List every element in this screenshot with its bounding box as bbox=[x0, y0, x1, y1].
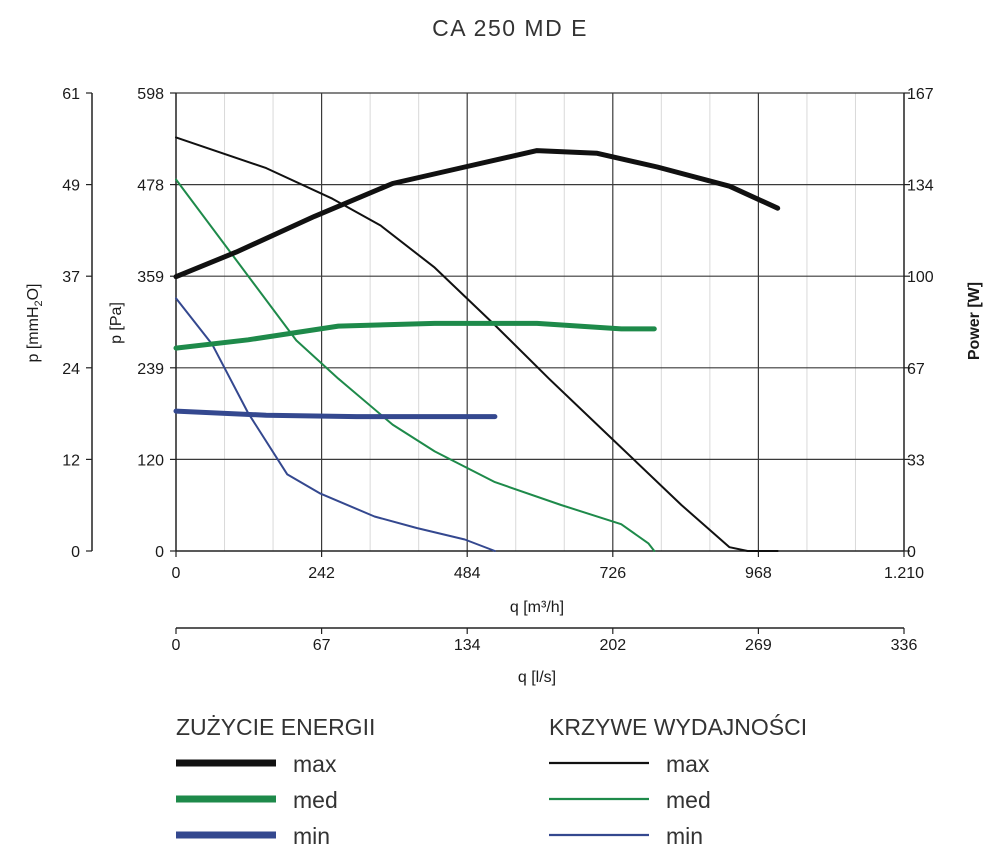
legend-curve-label-med: med bbox=[666, 787, 711, 813]
series-pressure-min bbox=[175, 297, 496, 552]
y-right-tick-label: 67 bbox=[907, 361, 925, 378]
legend-energy-label-max: max bbox=[293, 751, 337, 777]
x-axis-label: q [m³/h] bbox=[510, 599, 564, 616]
y-outer-tick-label: 61 bbox=[62, 86, 80, 103]
legend-curve-label-max: max bbox=[666, 751, 710, 777]
x2-tick-label: 269 bbox=[745, 637, 772, 654]
x2-tick-label: 336 bbox=[891, 637, 918, 654]
y-right-tick-label: 33 bbox=[907, 452, 925, 469]
legend-energy-title: ZUŻYCIE ENERGII bbox=[176, 714, 375, 740]
legend: max med min max med min bbox=[176, 751, 711, 849]
y-outer-tick-label: 49 bbox=[62, 178, 80, 195]
x-tick-label: 242 bbox=[308, 565, 335, 582]
x2-tick-label: 202 bbox=[599, 637, 626, 654]
y-right-tick-label: 0 bbox=[907, 544, 916, 561]
x2-tick-label: 0 bbox=[172, 637, 181, 654]
series-pressure-max bbox=[175, 136, 779, 552]
y-right-tick-label: 134 bbox=[907, 178, 934, 195]
x2-tick-label: 67 bbox=[313, 637, 331, 654]
y-outer-tick-label: 24 bbox=[62, 361, 80, 378]
plot-axes bbox=[86, 92, 910, 634]
y-tick-label: 239 bbox=[137, 361, 164, 378]
y-outer-tick-label: 12 bbox=[62, 452, 80, 469]
series-layer bbox=[173, 136, 781, 552]
y-tick-label: 598 bbox=[137, 86, 164, 103]
y-outer-axis-label: p [mmH2O] bbox=[25, 283, 45, 362]
x2-tick-label: 134 bbox=[454, 637, 481, 654]
plot-grid bbox=[176, 92, 904, 551]
y-tick-label: 0 bbox=[155, 544, 164, 561]
legend-curve-label-min: min bbox=[666, 823, 703, 849]
x2-axis-label: q [l/s] bbox=[518, 669, 556, 686]
y-outer-tick-label: 37 bbox=[62, 269, 80, 286]
legend-energy-label-min: min bbox=[293, 823, 330, 849]
legend-energy-label-med: med bbox=[293, 787, 338, 813]
x-tick-label: 726 bbox=[599, 565, 626, 582]
y-right-tick-label: 167 bbox=[907, 86, 934, 103]
y-right-axis-label: Power [W] bbox=[966, 282, 983, 360]
y-outer-tick-label: 0 bbox=[71, 544, 80, 561]
series-pressure-med bbox=[175, 178, 656, 552]
x-tick-label: 968 bbox=[745, 565, 772, 582]
series-power-med bbox=[173, 320, 657, 351]
y-tick-label: 120 bbox=[137, 452, 164, 469]
x-tick-label: 484 bbox=[454, 565, 481, 582]
series-power-min bbox=[173, 408, 498, 420]
chart-title: CA 250 MD E bbox=[432, 15, 588, 41]
y-tick-label: 359 bbox=[137, 269, 164, 286]
y-tick-label: 478 bbox=[137, 178, 164, 195]
x-tick-label: 0 bbox=[172, 565, 181, 582]
y-right-tick-label: 100 bbox=[907, 269, 934, 286]
legend-curves-title: KRZYWE WYDAJNOŚCI bbox=[549, 713, 807, 740]
y-axis-label: p [Pa] bbox=[108, 302, 125, 344]
x-tick-label: 1.210 bbox=[884, 565, 924, 582]
series-power-max bbox=[173, 148, 781, 280]
